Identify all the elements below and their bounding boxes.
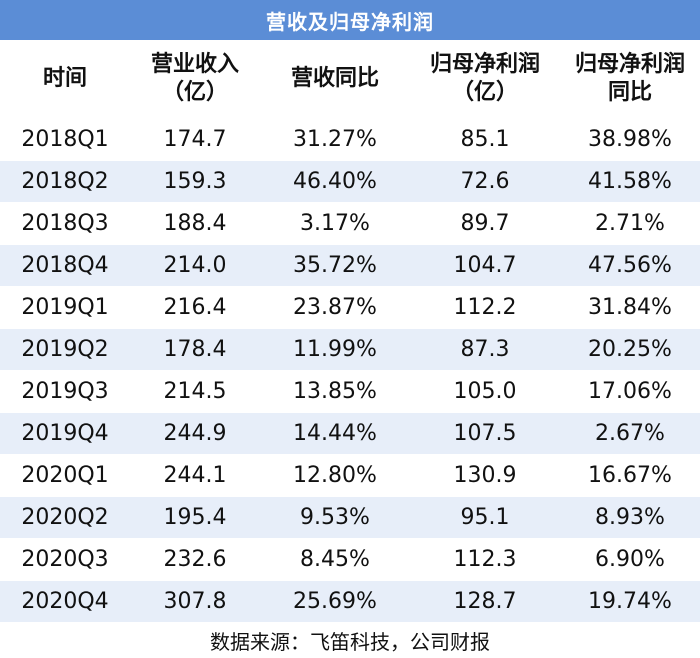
cell-revenue: 195.4 — [130, 496, 260, 539]
table-row: 2019Q2 178.4 11.99% 87.3 20.25% — [0, 328, 700, 371]
cell-net-profit: 112.3 — [410, 538, 560, 581]
cell-revenue: 214.5 — [130, 370, 260, 413]
header-revenue: 营业收入 （亿） — [130, 40, 260, 119]
table-row: 2020Q1 244.1 12.80% 130.9 16.67% — [0, 454, 700, 497]
cell-revenue: 178.4 — [130, 328, 260, 371]
cell-net-profit-yoy: 38.98% — [560, 118, 700, 161]
cell-period: 2018Q2 — [0, 160, 130, 203]
table-row: 2018Q2 159.3 46.40% 72.6 41.58% — [0, 160, 700, 203]
cell-net-profit: 128.7 — [410, 580, 560, 622]
cell-revenue-yoy: 12.80% — [260, 454, 410, 497]
cell-net-profit: 112.2 — [410, 286, 560, 329]
cell-period: 2020Q1 — [0, 454, 130, 497]
cell-revenue: 216.4 — [130, 286, 260, 329]
cell-revenue-yoy: 35.72% — [260, 244, 410, 287]
table-row: 2019Q3 214.5 13.85% 105.0 17.06% — [0, 370, 700, 413]
cell-period: 2019Q3 — [0, 370, 130, 413]
cell-net-profit: 85.1 — [410, 118, 560, 161]
cell-period: 2019Q2 — [0, 328, 130, 371]
cell-revenue: 174.7 — [130, 118, 260, 161]
cell-net-profit-yoy: 17.06% — [560, 370, 700, 413]
financial-table: 时间 营业收入 （亿） 营收同比 归母净利润 （亿） 归母净利润 同比 2018… — [0, 40, 700, 622]
cell-net-profit-yoy: 47.56% — [560, 244, 700, 287]
header-revenue-yoy: 营收同比 — [260, 40, 410, 119]
cell-net-profit-yoy: 6.90% — [560, 538, 700, 581]
cell-period: 2019Q4 — [0, 412, 130, 455]
cell-net-profit-yoy: 2.71% — [560, 202, 700, 245]
cell-revenue: 188.4 — [130, 202, 260, 245]
cell-net-profit-yoy: 41.58% — [560, 160, 700, 203]
cell-net-profit-yoy: 19.74% — [560, 580, 700, 622]
cell-revenue-yoy: 46.40% — [260, 160, 410, 203]
cell-period: 2018Q4 — [0, 244, 130, 287]
cell-revenue-yoy: 9.53% — [260, 496, 410, 539]
cell-net-profit-yoy: 20.25% — [560, 328, 700, 371]
table-row: 2020Q4 307.8 25.69% 128.7 19.74% — [0, 580, 700, 622]
cell-revenue: 244.1 — [130, 454, 260, 497]
cell-period: 2018Q3 — [0, 202, 130, 245]
cell-revenue-yoy: 13.85% — [260, 370, 410, 413]
table-row: 2020Q2 195.4 9.53% 95.1 8.93% — [0, 496, 700, 539]
cell-revenue: 307.8 — [130, 580, 260, 622]
cell-revenue-yoy: 25.69% — [260, 580, 410, 622]
cell-net-profit-yoy: 8.93% — [560, 496, 700, 539]
cell-revenue-yoy: 31.27% — [260, 118, 410, 161]
cell-period: 2020Q4 — [0, 580, 130, 622]
cell-revenue: 159.3 — [130, 160, 260, 203]
cell-period: 2018Q1 — [0, 118, 130, 161]
cell-revenue: 214.0 — [130, 244, 260, 287]
header-row: 时间 营业收入 （亿） 营收同比 归母净利润 （亿） 归母净利润 同比 — [0, 40, 700, 119]
cell-net-profit-yoy: 31.84% — [560, 286, 700, 329]
cell-net-profit-yoy: 2.67% — [560, 412, 700, 455]
header-net-profit-yoy: 归母净利润 同比 — [560, 40, 700, 119]
cell-net-profit: 72.6 — [410, 160, 560, 203]
cell-net-profit: 105.0 — [410, 370, 560, 413]
table-row: 2019Q4 244.9 14.44% 107.5 2.67% — [0, 412, 700, 455]
cell-revenue-yoy: 8.45% — [260, 538, 410, 581]
cell-net-profit: 95.1 — [410, 496, 560, 539]
cell-period: 2020Q2 — [0, 496, 130, 539]
table-row: 2018Q3 188.4 3.17% 89.7 2.71% — [0, 202, 700, 245]
cell-net-profit: 89.7 — [410, 202, 560, 245]
cell-net-profit: 130.9 — [410, 454, 560, 497]
cell-revenue-yoy: 23.87% — [260, 286, 410, 329]
cell-revenue-yoy: 14.44% — [260, 412, 410, 455]
table-row: 2018Q1 174.7 31.27% 85.1 38.98% — [0, 118, 700, 161]
cell-period: 2020Q3 — [0, 538, 130, 581]
table-title: 营收及归母净利润 — [0, 0, 700, 40]
cell-revenue: 244.9 — [130, 412, 260, 455]
cell-revenue-yoy: 3.17% — [260, 202, 410, 245]
data-source-note: 数据来源：飞笛科技，公司财报 — [210, 629, 490, 654]
table-row: 2018Q4 214.0 35.72% 104.7 47.56% — [0, 244, 700, 287]
cell-net-profit: 104.7 — [410, 244, 560, 287]
cell-revenue-yoy: 11.99% — [260, 328, 410, 371]
header-period: 时间 — [0, 40, 130, 119]
cell-revenue: 232.6 — [130, 538, 260, 581]
cell-net-profit: 107.5 — [410, 412, 560, 455]
cell-period: 2019Q1 — [0, 286, 130, 329]
cell-net-profit: 87.3 — [410, 328, 560, 371]
cell-net-profit-yoy: 16.67% — [560, 454, 700, 497]
table-row: 2019Q1 216.4 23.87% 112.2 31.84% — [0, 286, 700, 329]
header-net-profit: 归母净利润 （亿） — [410, 40, 560, 119]
table-row: 2020Q3 232.6 8.45% 112.3 6.90% — [0, 538, 700, 581]
